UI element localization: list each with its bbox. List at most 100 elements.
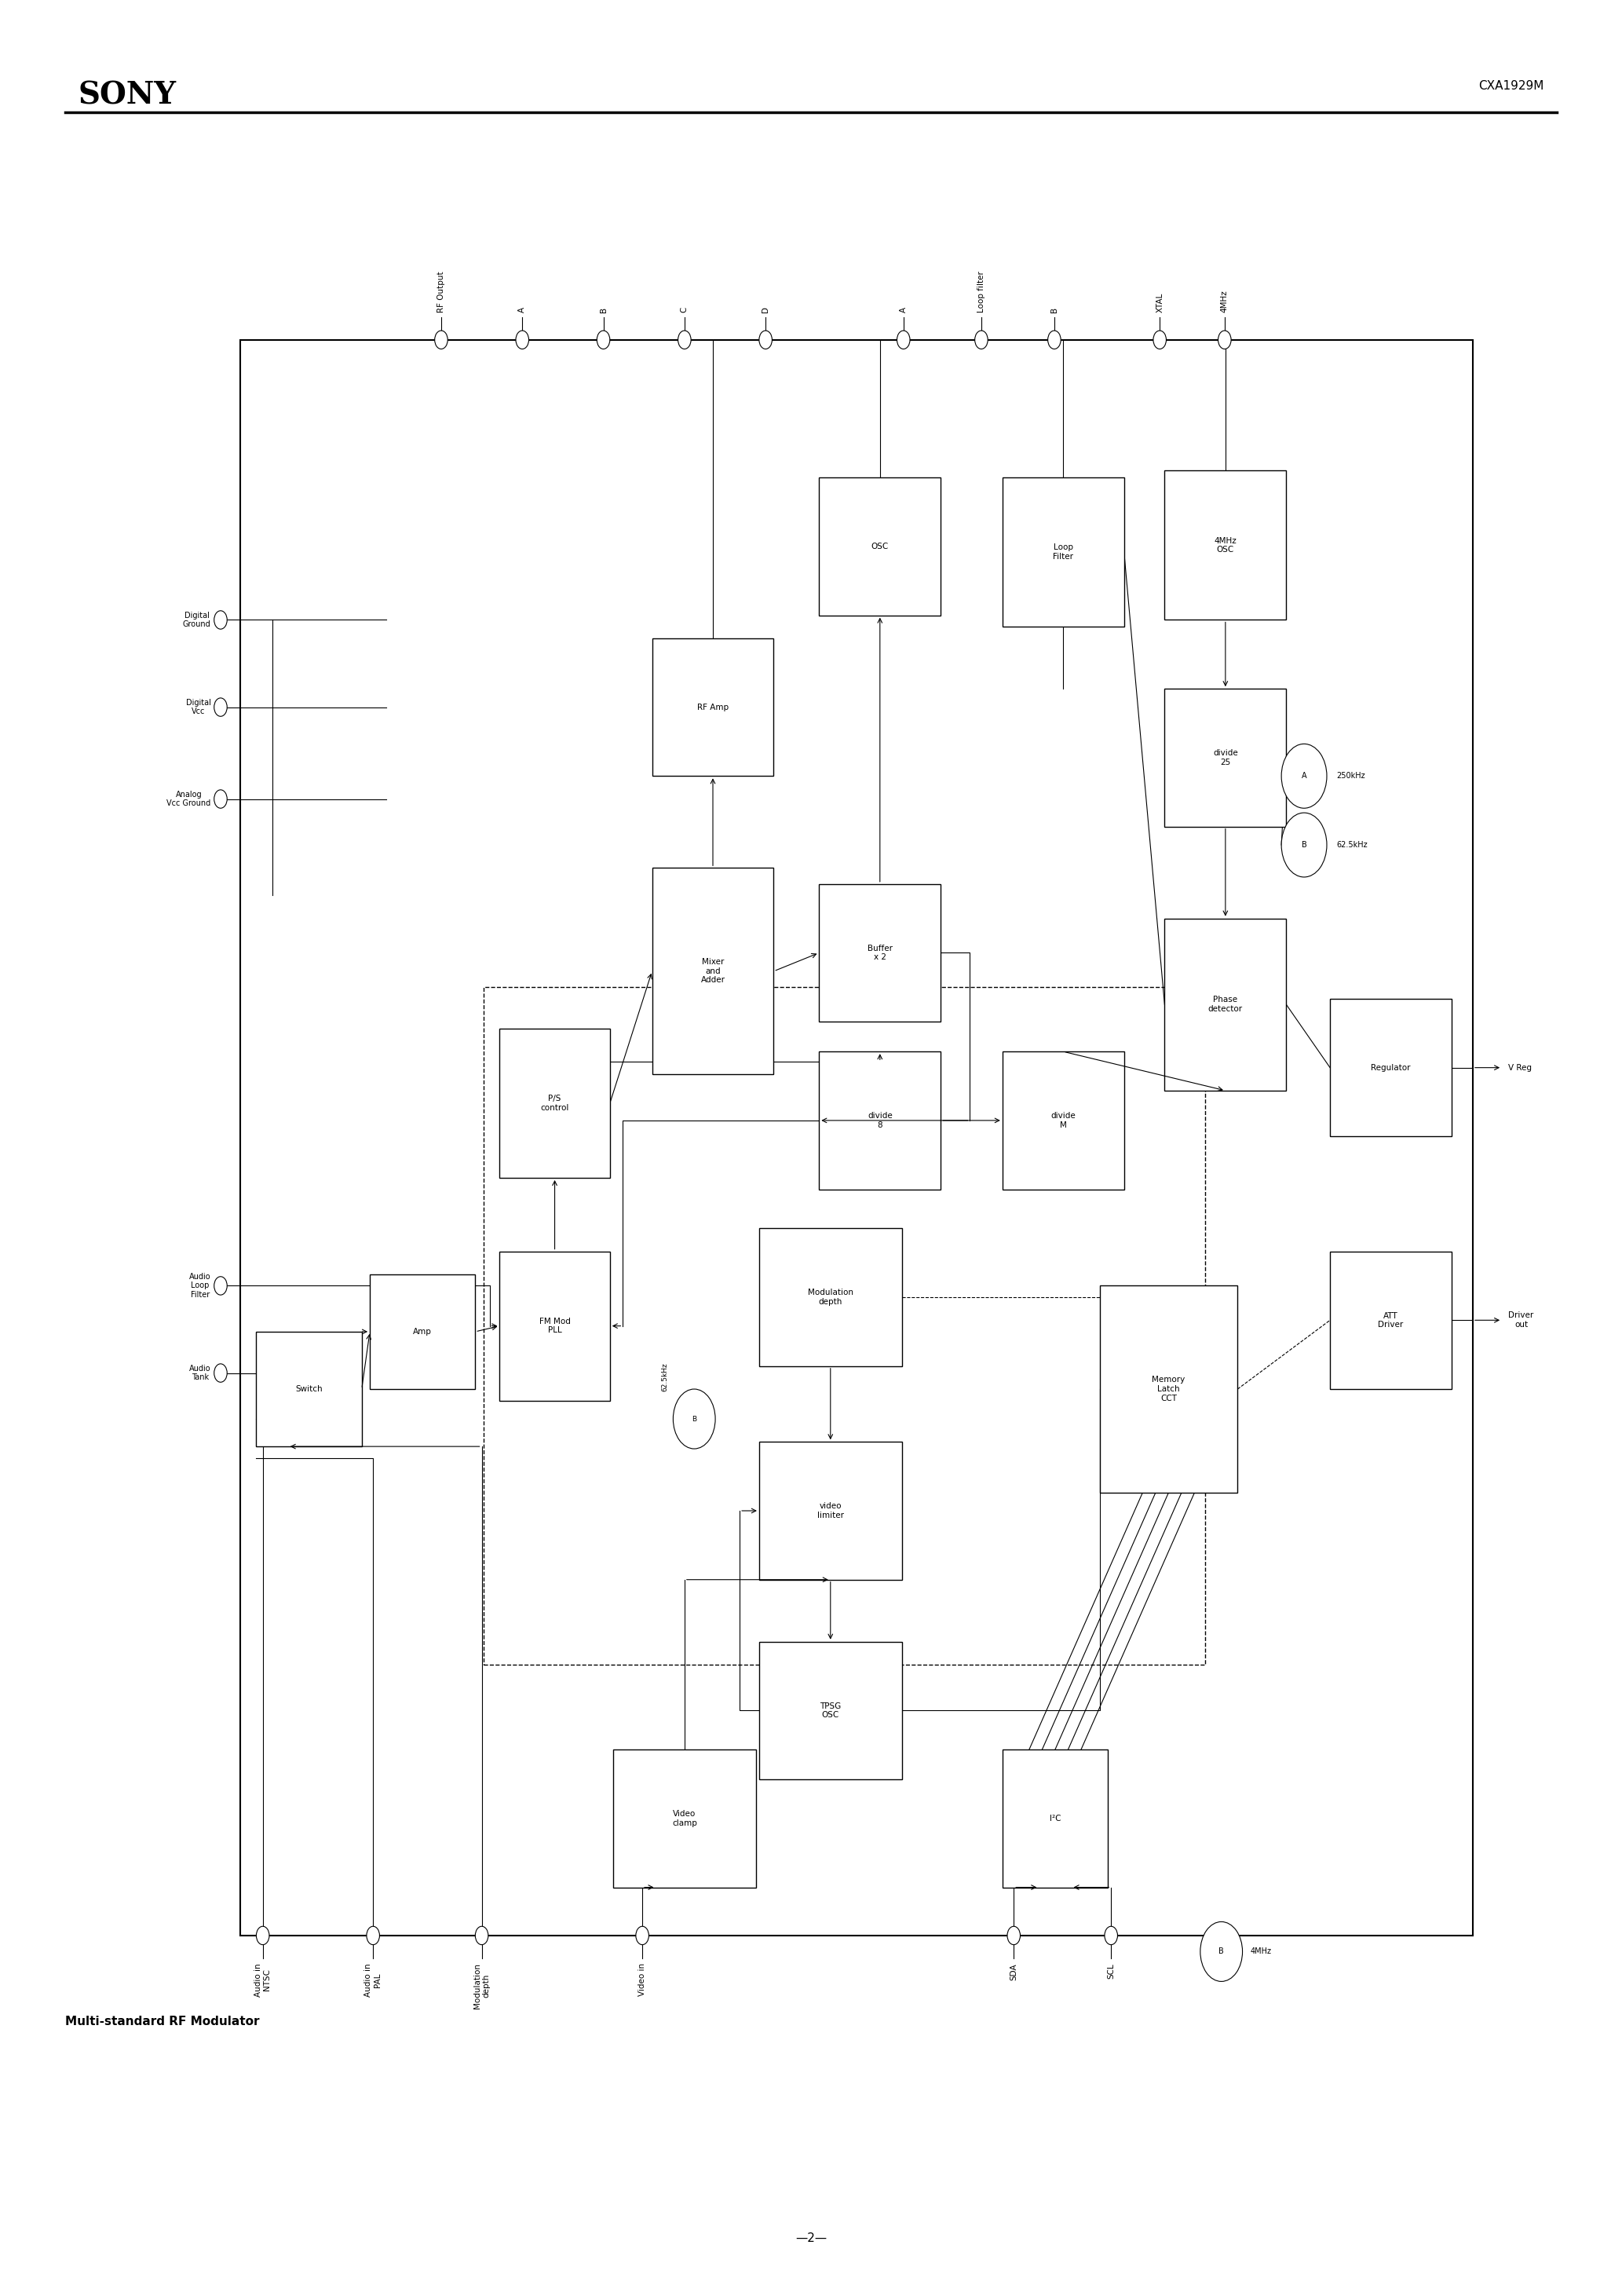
Text: RF Amp: RF Amp xyxy=(697,703,728,712)
Bar xyxy=(500,1029,610,1178)
Bar xyxy=(819,884,941,1022)
Text: ATT
Driver: ATT Driver xyxy=(1379,1311,1403,1329)
Circle shape xyxy=(1007,1926,1020,1945)
Circle shape xyxy=(1218,331,1231,349)
Text: divide
M: divide M xyxy=(1051,1111,1075,1130)
Circle shape xyxy=(1105,1926,1118,1945)
Bar xyxy=(1165,689,1286,827)
Bar xyxy=(1165,918,1286,1091)
Text: Modulation
depth: Modulation depth xyxy=(474,1963,490,2009)
Text: Multi-standard RF Modulator: Multi-standard RF Modulator xyxy=(65,2016,260,2027)
Text: Modulation
depth: Modulation depth xyxy=(808,1288,853,1306)
Bar xyxy=(1002,1750,1108,1887)
Circle shape xyxy=(1281,744,1327,808)
Text: 62.5kHz: 62.5kHz xyxy=(662,1362,668,1391)
Text: Switch: Switch xyxy=(295,1384,323,1394)
Circle shape xyxy=(1048,331,1061,349)
Bar xyxy=(759,1228,902,1366)
Text: A: A xyxy=(519,308,526,312)
Text: Amp: Amp xyxy=(414,1327,431,1336)
Text: SDA: SDA xyxy=(1011,1963,1017,1979)
Text: SONY: SONY xyxy=(78,80,177,110)
Text: V Reg: V Reg xyxy=(1508,1063,1533,1072)
Bar xyxy=(1330,1251,1452,1389)
Text: video
limiter: video limiter xyxy=(817,1502,843,1520)
Circle shape xyxy=(975,331,988,349)
Text: Analog
Vcc Ground: Analog Vcc Ground xyxy=(167,790,211,808)
Bar xyxy=(759,1642,902,1779)
Text: 4MHz: 4MHz xyxy=(1251,1947,1272,1956)
Circle shape xyxy=(1153,331,1166,349)
Text: 4MHz: 4MHz xyxy=(1221,289,1228,312)
Text: Video in: Video in xyxy=(639,1963,646,1995)
Circle shape xyxy=(678,331,691,349)
Text: Loop filter: Loop filter xyxy=(978,271,985,312)
Text: B: B xyxy=(693,1414,696,1424)
Text: Memory
Latch
CCT: Memory Latch CCT xyxy=(1152,1375,1186,1403)
Text: Mixer
and
Adder: Mixer and Adder xyxy=(701,957,725,985)
Text: OSC: OSC xyxy=(871,542,889,551)
Text: 250kHz: 250kHz xyxy=(1337,771,1366,781)
Circle shape xyxy=(897,331,910,349)
Bar xyxy=(1100,1286,1238,1492)
Text: Audio
Loop
Filter: Audio Loop Filter xyxy=(190,1272,211,1300)
Bar xyxy=(1330,999,1452,1137)
Text: XTAL: XTAL xyxy=(1156,292,1163,312)
Bar xyxy=(759,1442,902,1580)
Circle shape xyxy=(214,698,227,716)
Text: B: B xyxy=(1301,840,1307,850)
Text: TPSG
OSC: TPSG OSC xyxy=(819,1701,842,1720)
Text: Digital
Vcc: Digital Vcc xyxy=(187,698,211,716)
Circle shape xyxy=(214,790,227,808)
Circle shape xyxy=(214,611,227,629)
Circle shape xyxy=(597,331,610,349)
Text: I²C: I²C xyxy=(1049,1814,1061,1823)
Text: 4MHz
OSC: 4MHz OSC xyxy=(1215,537,1236,553)
Circle shape xyxy=(1200,1922,1242,1981)
Text: divide
8: divide 8 xyxy=(868,1111,892,1130)
Text: B: B xyxy=(1051,308,1058,312)
Circle shape xyxy=(475,1926,488,1945)
Bar xyxy=(819,478,941,615)
Circle shape xyxy=(435,331,448,349)
Circle shape xyxy=(673,1389,715,1449)
Bar xyxy=(1002,478,1124,627)
Bar xyxy=(652,868,774,1075)
Text: divide
25: divide 25 xyxy=(1213,748,1238,767)
Bar xyxy=(652,638,774,776)
Text: Audio in
NTSC: Audio in NTSC xyxy=(255,1963,271,1998)
Circle shape xyxy=(214,1277,227,1295)
Bar xyxy=(370,1274,475,1389)
Text: Regulator: Regulator xyxy=(1371,1063,1411,1072)
Text: Loop
Filter: Loop Filter xyxy=(1053,544,1074,560)
Bar xyxy=(256,1332,362,1446)
Text: B: B xyxy=(600,308,607,312)
Text: A: A xyxy=(900,308,907,312)
Text: SCL: SCL xyxy=(1108,1963,1114,1979)
Text: C: C xyxy=(681,305,688,312)
Bar xyxy=(819,1052,941,1189)
Text: D: D xyxy=(762,305,769,312)
Bar xyxy=(240,340,1473,1936)
Bar xyxy=(500,1251,610,1401)
Text: A: A xyxy=(1301,771,1307,781)
Text: B: B xyxy=(1218,1947,1225,1956)
Text: Driver
out: Driver out xyxy=(1508,1311,1534,1329)
Text: Audio
Tank: Audio Tank xyxy=(190,1364,211,1382)
Text: P/S
control: P/S control xyxy=(540,1095,569,1111)
Circle shape xyxy=(516,331,529,349)
Circle shape xyxy=(759,331,772,349)
Circle shape xyxy=(636,1926,649,1945)
Text: Phase
detector: Phase detector xyxy=(1208,996,1242,1013)
Text: RF Output: RF Output xyxy=(438,271,444,312)
Text: Buffer
x 2: Buffer x 2 xyxy=(868,944,892,962)
Circle shape xyxy=(367,1926,380,1945)
Bar xyxy=(483,987,1205,1665)
Bar xyxy=(613,1750,756,1887)
Circle shape xyxy=(1281,813,1327,877)
Text: Digital
Ground: Digital Ground xyxy=(183,611,211,629)
Text: FM Mod
PLL: FM Mod PLL xyxy=(539,1318,571,1334)
Text: CXA1929M: CXA1929M xyxy=(1479,80,1544,92)
Text: —2—: —2— xyxy=(795,2232,827,2245)
Bar xyxy=(1165,471,1286,620)
